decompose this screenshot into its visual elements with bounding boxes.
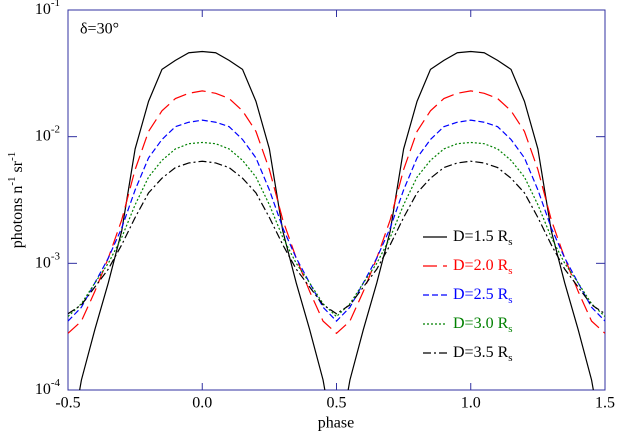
legend-name: D=1.5 R — [453, 228, 509, 245]
legend-name: D=2.0 R — [453, 257, 509, 274]
y-tick-base: 10 — [35, 381, 51, 398]
legend-label: D=2.5 Rs — [453, 286, 513, 306]
legend-subscript: s — [508, 265, 512, 277]
x-tick-label: 0.5 — [327, 395, 347, 412]
plot-area — [68, 50, 605, 390]
series-line — [68, 141, 605, 318]
y-tick-base: 10 — [35, 127, 51, 144]
y-tick-base: 10 — [35, 1, 51, 18]
series-line — [79, 50, 594, 390]
legend-subscript: s — [508, 352, 512, 364]
y-tick-exponent: -2 — [51, 123, 60, 135]
y-axis-label: photons n-1 sr-1 — [6, 152, 26, 249]
legend-label: D=3.5 Rs — [453, 344, 513, 364]
x-axis-label: phase — [318, 415, 354, 432]
y-tick-exponent: -1 — [51, 0, 60, 9]
series-line — [68, 119, 605, 322]
legend-subscript: s — [508, 323, 512, 335]
x-tick-label: 0.0 — [192, 395, 212, 412]
series-line — [68, 90, 605, 335]
legend-name: D=3.0 R — [453, 315, 509, 332]
legend-label: D=1.5 Rs — [453, 228, 513, 248]
x-tick-label: -0.5 — [55, 395, 80, 412]
legend-label: D=2.0 Rs — [453, 257, 513, 277]
y-tick-label: 10-2 — [35, 123, 60, 144]
y-tick-label: 10-4 — [35, 377, 61, 398]
y-tick-label: 10-1 — [35, 0, 60, 18]
legend-subscript: s — [508, 236, 512, 248]
y-tick-exponent: -3 — [51, 250, 61, 262]
y-tick-exponent: -4 — [51, 377, 61, 389]
x-tick-label: 1.5 — [595, 395, 615, 412]
legend-subscript: s — [508, 294, 512, 306]
legend-label: D=3.0 Rs — [453, 315, 513, 335]
legend-name: D=3.5 R — [453, 344, 509, 361]
legend-name: D=2.5 R — [453, 286, 509, 303]
annotation: δ=30° — [80, 21, 119, 38]
y-tick-base: 10 — [35, 254, 51, 271]
y-tick-label: 10-3 — [35, 250, 61, 271]
x-tick-label: 1.0 — [461, 395, 481, 412]
series-line — [68, 160, 605, 315]
